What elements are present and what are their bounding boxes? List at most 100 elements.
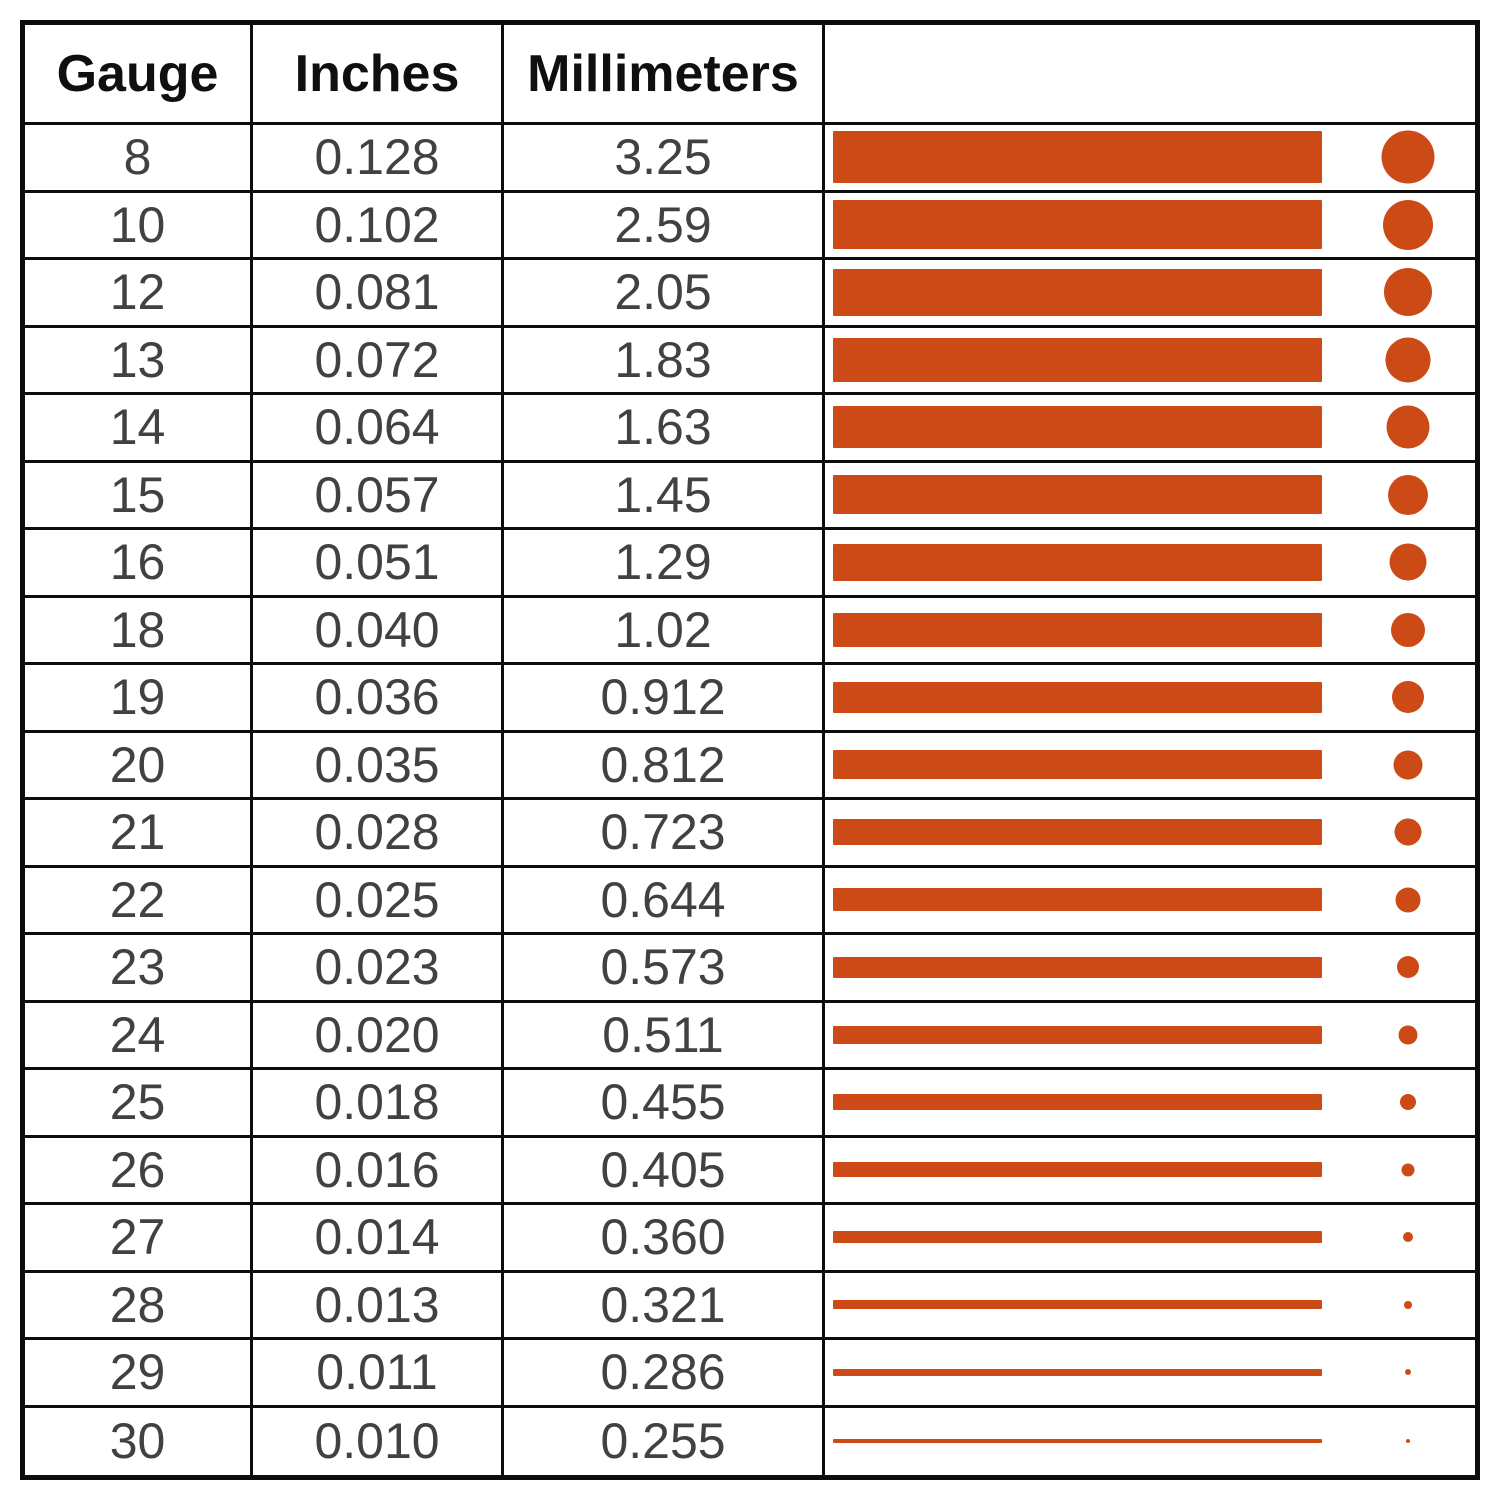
- gauge-cell: 19: [25, 665, 253, 733]
- visual-cell: [825, 260, 1475, 328]
- inches-cell: 0.064: [253, 395, 504, 463]
- mm-cell: 2.05: [504, 260, 825, 328]
- visual-cell: [825, 1003, 1475, 1070]
- inches-cell: 0.035: [253, 732, 504, 800]
- wire-bar: [833, 406, 1322, 449]
- wire-bar: [833, 475, 1322, 515]
- mm-cell: 1.63: [504, 395, 825, 463]
- gauge-column-header: Gauge: [25, 25, 253, 125]
- visual-cell: [825, 598, 1475, 665]
- wire-dot: [1403, 1232, 1413, 1243]
- gauge-cell: 23: [25, 935, 253, 1003]
- mm-cell: 0.405: [504, 1137, 825, 1205]
- wire-bar: [833, 750, 1322, 780]
- gauge-cell: 28: [25, 1272, 253, 1340]
- mm-cell: 1.29: [504, 530, 825, 598]
- wire-bar: [833, 1368, 1322, 1376]
- mm-cell: 1.45: [504, 462, 825, 530]
- wire-bar: [833, 1025, 1322, 1044]
- wire-dot: [1401, 1163, 1415, 1177]
- wire-dot: [1394, 818, 1422, 846]
- inches-cell: 0.014: [253, 1205, 504, 1273]
- visual-cell: [825, 328, 1475, 395]
- wire-gauge-table: Gauge Inches Millimeters 8 0.128 3.25 10 0.1…: [25, 25, 1475, 1475]
- millimeters-column-header: Millimeters: [504, 25, 825, 125]
- inches-cell: 0.020: [253, 1002, 504, 1070]
- wire-dot: [1400, 1094, 1416, 1111]
- gauge-cell: 27: [25, 1205, 253, 1273]
- mm-cell: 0.812: [504, 732, 825, 800]
- visual-cell: [825, 1408, 1475, 1476]
- wire-dot: [1392, 681, 1424, 714]
- wire-dot: [1384, 268, 1432, 317]
- gauge-cell: 22: [25, 867, 253, 935]
- visual-cell: [825, 665, 1475, 733]
- visual-cell: [825, 395, 1475, 463]
- mm-cell: 0.360: [504, 1205, 825, 1273]
- visual-cell: [825, 935, 1475, 1003]
- visual-cell: [825, 868, 1475, 935]
- wire-bar: [833, 1439, 1322, 1444]
- visual-cell: [825, 1138, 1475, 1205]
- wire-bar: [833, 819, 1322, 846]
- wire-bar: [833, 1231, 1322, 1244]
- inches-cell: 0.040: [253, 597, 504, 665]
- wire-dot: [1381, 130, 1435, 184]
- mm-cell: 1.83: [504, 327, 825, 395]
- wire-dot: [1388, 474, 1428, 515]
- gauge-cell: 21: [25, 800, 253, 868]
- visual-cell: [825, 1273, 1475, 1340]
- mm-cell: 0.286: [504, 1340, 825, 1408]
- wire-dot: [1404, 1300, 1412, 1309]
- gauge-cell: 20: [25, 732, 253, 800]
- gauge-cell: 18: [25, 597, 253, 665]
- inches-cell: 0.057: [253, 462, 504, 530]
- wire-dot: [1405, 1369, 1411, 1376]
- mm-cell: 0.573: [504, 935, 825, 1003]
- visual-cell: [825, 463, 1475, 530]
- wire-dot: [1395, 887, 1421, 913]
- visual-cell: [825, 1205, 1475, 1273]
- gauge-cell: 26: [25, 1137, 253, 1205]
- gauge-cell: 24: [25, 1002, 253, 1070]
- inches-cell: 0.028: [253, 800, 504, 868]
- mm-cell: 1.02: [504, 597, 825, 665]
- gauge-cell: 13: [25, 327, 253, 395]
- inches-cell: 0.102: [253, 192, 504, 260]
- mm-cell: 0.644: [504, 867, 825, 935]
- visual-cell: [825, 125, 1475, 193]
- wire-gauge-chart: Gauge Inches Millimeters 8 0.128 3.25 10 0.1…: [20, 20, 1480, 1480]
- mm-cell: 0.511: [504, 1002, 825, 1070]
- mm-cell: 0.455: [504, 1070, 825, 1138]
- gauge-cell: 25: [25, 1070, 253, 1138]
- inches-cell: 0.081: [253, 260, 504, 328]
- inches-cell: 0.072: [253, 327, 504, 395]
- gauge-cell: 30: [25, 1407, 253, 1475]
- visual-cell: [825, 1340, 1475, 1408]
- wire-dot: [1391, 612, 1425, 647]
- visual-cell: [825, 800, 1475, 868]
- gauge-cell: 8: [25, 125, 253, 193]
- wire-dot: [1406, 1439, 1410, 1444]
- inches-cell: 0.025: [253, 867, 504, 935]
- visual-column-header: [825, 25, 1475, 125]
- wire-bar: [833, 888, 1322, 912]
- inches-cell: 0.018: [253, 1070, 504, 1138]
- gauge-cell: 16: [25, 530, 253, 598]
- mm-cell: 2.59: [504, 192, 825, 260]
- gauge-cell: 10: [25, 192, 253, 260]
- wire-bar: [833, 268, 1322, 316]
- wire-dot: [1398, 1025, 1418, 1045]
- mm-cell: 0.912: [504, 665, 825, 733]
- wire-bar: [833, 681, 1322, 713]
- mm-cell: 3.25: [504, 125, 825, 193]
- wire-bar: [833, 1094, 1322, 1111]
- mm-cell: 0.723: [504, 800, 825, 868]
- wire-bar: [833, 956, 1322, 978]
- inches-cell: 0.010: [253, 1407, 504, 1475]
- wire-dot: [1397, 956, 1419, 979]
- inches-cell: 0.036: [253, 665, 504, 733]
- wire-bar: [833, 543, 1322, 581]
- wire-dot: [1383, 199, 1433, 250]
- wire-bar: [833, 1300, 1322, 1310]
